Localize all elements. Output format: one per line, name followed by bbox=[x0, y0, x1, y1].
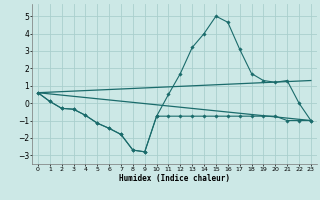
X-axis label: Humidex (Indice chaleur): Humidex (Indice chaleur) bbox=[119, 174, 230, 183]
